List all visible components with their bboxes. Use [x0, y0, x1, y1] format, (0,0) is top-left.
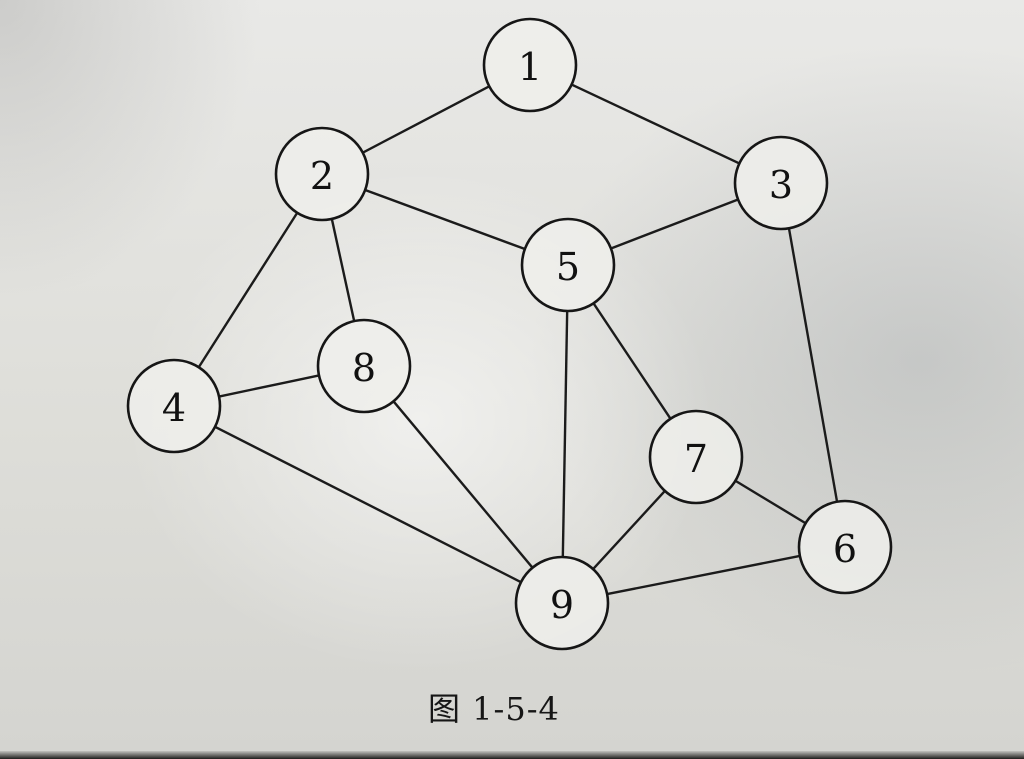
node-circle — [733, 135, 829, 231]
edge-9-6 — [606, 554, 801, 596]
node-circle — [316, 318, 412, 414]
node-circle — [514, 555, 610, 651]
node-label: 2 — [310, 154, 334, 198]
node-circle — [520, 217, 616, 313]
node-label: 1 — [518, 45, 542, 89]
edge-2-4 — [197, 212, 299, 368]
node-label: 7 — [684, 437, 708, 481]
edge-2-5 — [364, 188, 526, 251]
edge-7-9 — [592, 490, 666, 570]
node-label: 9 — [550, 583, 574, 627]
node-circle — [797, 499, 893, 595]
edges-layer — [197, 83, 839, 596]
edge-3-5 — [610, 198, 739, 250]
lighting-shadow — [0, 0, 260, 300]
edge-3-6 — [787, 228, 839, 502]
node-label: 6 — [833, 527, 857, 571]
edge-4-8 — [218, 374, 320, 398]
node-3: 3 — [733, 135, 829, 231]
node-4: 4 — [126, 358, 222, 454]
node-label: 3 — [769, 163, 793, 207]
node-circle — [126, 358, 222, 454]
node-6: 6 — [797, 499, 893, 595]
edge-1-2 — [362, 85, 490, 154]
node-label: 4 — [162, 386, 186, 430]
edge-2-8 — [330, 218, 356, 322]
node-label: 5 — [556, 245, 580, 289]
node-5: 5 — [520, 217, 616, 313]
node-7: 7 — [648, 409, 744, 505]
edge-8-9 — [392, 400, 534, 569]
node-circle — [274, 126, 370, 222]
edge-5-7 — [592, 302, 672, 420]
node-2: 2 — [274, 126, 370, 222]
edge-5-9 — [561, 310, 569, 558]
node-1: 1 — [482, 17, 578, 113]
node-8: 8 — [316, 318, 412, 414]
nodes-layer: 1 2 3 4 5 6 7 8 9 — [126, 17, 893, 651]
node-9: 9 — [514, 555, 610, 651]
edge-4-9 — [214, 425, 522, 584]
node-label: 8 — [352, 346, 376, 390]
page-bottom-edge — [0, 751, 1024, 759]
edge-1-3 — [571, 83, 740, 165]
node-circle — [648, 409, 744, 505]
edge-7-6 — [734, 479, 807, 525]
figure-caption: 图 1-5-4 — [428, 690, 560, 728]
node-circle — [482, 17, 578, 113]
